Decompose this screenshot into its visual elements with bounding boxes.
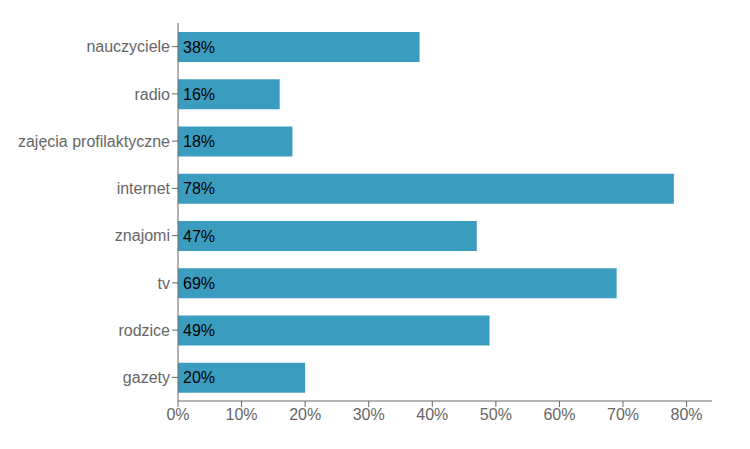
- svg-text:60%: 60%: [543, 406, 575, 423]
- svg-text:80%: 80%: [671, 406, 703, 423]
- svg-text:47%: 47%: [183, 228, 215, 245]
- svg-text:18%: 18%: [183, 133, 215, 150]
- svg-text:0%: 0%: [166, 406, 189, 423]
- svg-text:20%: 20%: [183, 369, 215, 386]
- svg-text:20%: 20%: [289, 406, 321, 423]
- svg-text:70%: 70%: [607, 406, 639, 423]
- svg-text:50%: 50%: [480, 406, 512, 423]
- svg-text:rodzice: rodzice: [118, 322, 170, 339]
- svg-text:zajęcia profilaktyczne: zajęcia profilaktyczne: [18, 133, 170, 150]
- svg-text:znajomi: znajomi: [115, 227, 170, 244]
- svg-text:69%: 69%: [183, 275, 215, 292]
- svg-text:nauczyciele: nauczyciele: [86, 38, 170, 55]
- svg-text:internet: internet: [117, 180, 171, 197]
- svg-text:49%: 49%: [183, 322, 215, 339]
- svg-text:10%: 10%: [226, 406, 258, 423]
- svg-text:78%: 78%: [183, 180, 215, 197]
- svg-text:gazety: gazety: [123, 369, 170, 386]
- svg-text:16%: 16%: [183, 86, 215, 103]
- svg-text:tv: tv: [158, 275, 170, 292]
- svg-text:radio: radio: [134, 86, 170, 103]
- svg-text:30%: 30%: [353, 406, 385, 423]
- svg-text:40%: 40%: [416, 406, 448, 423]
- svg-text:38%: 38%: [183, 39, 215, 56]
